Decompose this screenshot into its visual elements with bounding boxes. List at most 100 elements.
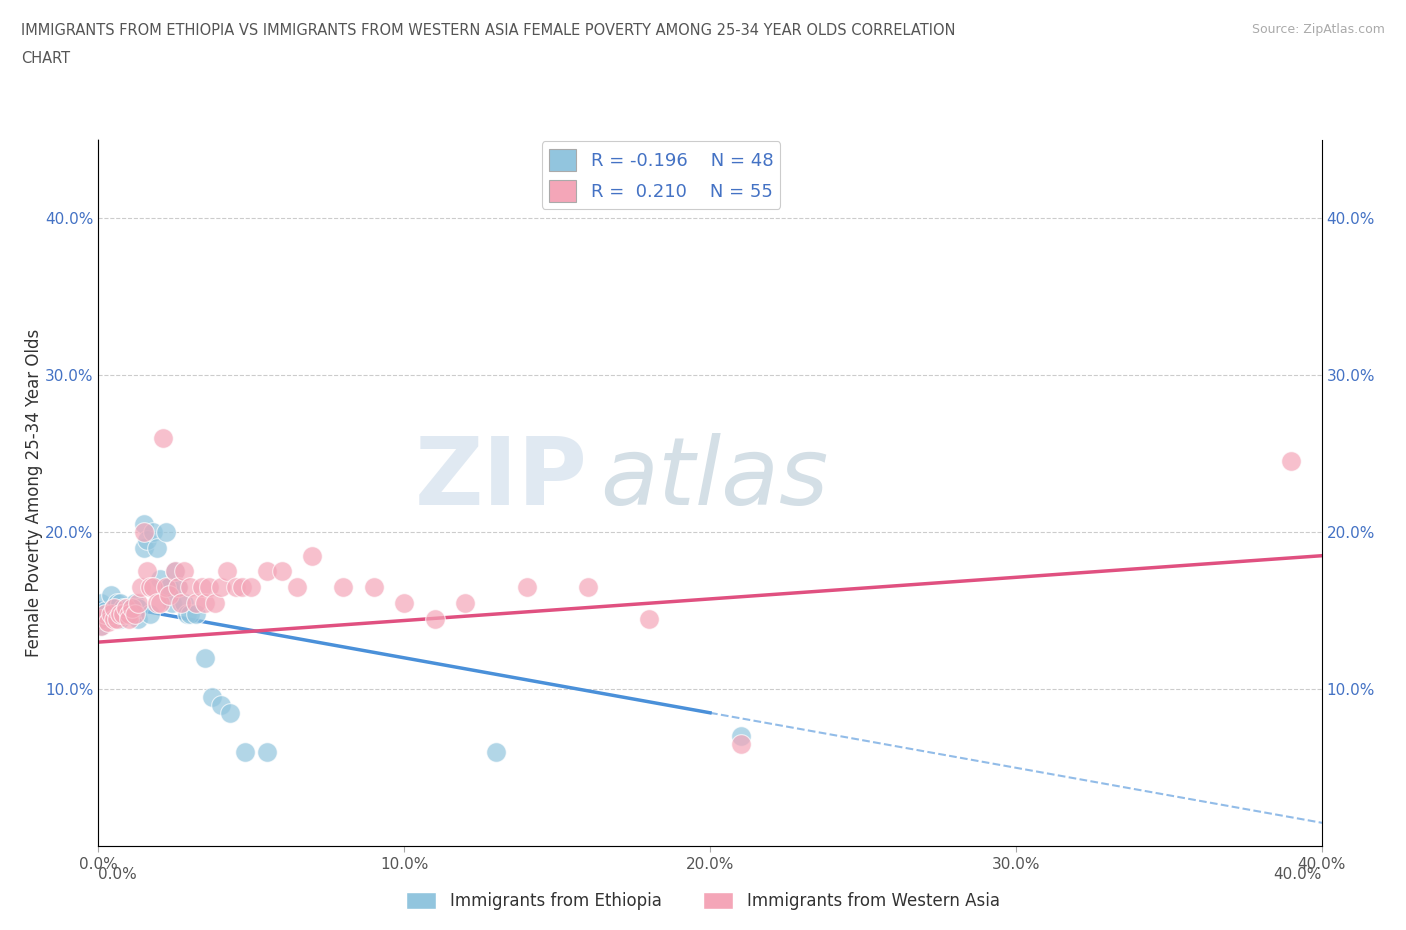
Point — [170, 595, 193, 610]
Text: ZIP: ZIP — [415, 432, 588, 525]
Point — [127, 595, 149, 610]
Point — [90, 595, 112, 610]
Text: Source: ZipAtlas.com: Source: ZipAtlas.com — [1251, 23, 1385, 36]
Point — [155, 579, 177, 594]
Point — [127, 600, 149, 615]
Point — [155, 525, 177, 539]
Text: 40.0%: 40.0% — [1274, 867, 1322, 882]
Point — [173, 564, 195, 578]
Point — [145, 595, 167, 610]
Point — [179, 579, 201, 594]
Point — [103, 606, 125, 621]
Point — [115, 606, 138, 621]
Point — [160, 595, 183, 610]
Point — [163, 564, 186, 578]
Point — [209, 579, 232, 594]
Point — [121, 606, 143, 621]
Point — [93, 606, 115, 621]
Point — [100, 588, 122, 603]
Point — [730, 737, 752, 751]
Point — [108, 595, 131, 610]
Point — [285, 579, 308, 594]
Point — [108, 606, 131, 621]
Point — [233, 745, 256, 760]
Point — [637, 611, 661, 626]
Point — [118, 606, 141, 621]
Point — [730, 729, 752, 744]
Point — [240, 579, 263, 594]
Point — [90, 619, 112, 634]
Text: atlas: atlas — [600, 433, 828, 525]
Point — [105, 611, 128, 626]
Y-axis label: Female Poverty Among 25-34 Year Olds: Female Poverty Among 25-34 Year Olds — [25, 329, 44, 657]
Point — [136, 533, 159, 548]
Point — [332, 579, 354, 594]
Point — [103, 600, 125, 615]
Point — [219, 705, 242, 720]
Point — [118, 611, 141, 626]
Point — [485, 745, 508, 760]
Point — [209, 698, 232, 712]
Point — [167, 579, 190, 594]
Point — [90, 619, 112, 634]
Point — [270, 564, 292, 578]
Point — [516, 579, 538, 594]
Point — [145, 540, 167, 555]
Point — [186, 595, 208, 610]
Point — [392, 595, 416, 610]
Text: CHART: CHART — [21, 51, 70, 66]
Point — [149, 595, 172, 610]
Point — [301, 549, 323, 564]
Point — [134, 540, 156, 555]
Point — [111, 606, 134, 621]
Point — [152, 431, 174, 445]
Point — [118, 600, 141, 615]
Point — [129, 579, 152, 594]
Point — [423, 611, 446, 626]
Point — [127, 611, 149, 626]
Point — [105, 595, 128, 610]
Text: 0.0%: 0.0% — [98, 867, 138, 882]
Point — [142, 579, 165, 594]
Point — [108, 611, 131, 626]
Point — [118, 606, 141, 621]
Point — [173, 595, 195, 610]
Point — [93, 611, 115, 626]
Point — [124, 595, 146, 610]
Point — [225, 579, 247, 594]
Point — [121, 600, 143, 615]
Point — [139, 606, 162, 621]
Point — [163, 564, 186, 578]
Point — [194, 595, 217, 610]
Point — [103, 611, 125, 626]
Point — [157, 579, 180, 594]
Point — [115, 600, 138, 615]
Point — [176, 606, 198, 621]
Point — [167, 579, 190, 594]
Point — [194, 650, 217, 665]
Point — [134, 525, 156, 539]
Legend: Immigrants from Ethiopia, Immigrants from Western Asia: Immigrants from Ethiopia, Immigrants fro… — [399, 885, 1007, 917]
Legend: R = -0.196    N = 48, R =  0.210    N = 55: R = -0.196 N = 48, R = 0.210 N = 55 — [541, 141, 780, 209]
Point — [576, 579, 599, 594]
Point — [103, 600, 125, 615]
Point — [149, 572, 172, 587]
Point — [124, 606, 146, 621]
Point — [231, 579, 253, 594]
Point — [111, 606, 134, 621]
Point — [363, 579, 385, 594]
Point — [200, 690, 222, 705]
Point — [142, 525, 165, 539]
Point — [215, 564, 238, 578]
Point — [157, 588, 180, 603]
Point — [191, 579, 214, 594]
Point — [197, 579, 219, 594]
Point — [97, 614, 120, 629]
Text: IMMIGRANTS FROM ETHIOPIA VS IMMIGRANTS FROM WESTERN ASIA FEMALE POVERTY AMONG 25: IMMIGRANTS FROM ETHIOPIA VS IMMIGRANTS F… — [21, 23, 956, 38]
Point — [111, 600, 134, 615]
Point — [121, 600, 143, 615]
Point — [256, 564, 278, 578]
Point — [136, 564, 159, 578]
Point — [93, 604, 115, 618]
Point — [256, 745, 278, 760]
